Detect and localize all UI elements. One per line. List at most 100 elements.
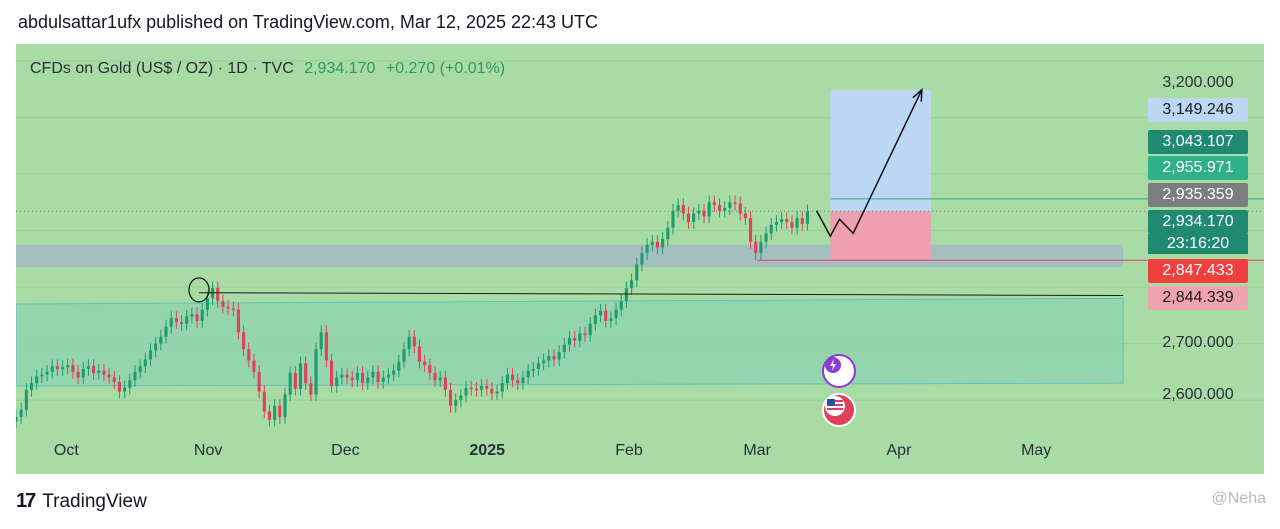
price-label-level: 2,935.359 xyxy=(1148,183,1248,207)
resistance-line xyxy=(198,292,1124,297)
candle-body xyxy=(764,233,768,242)
candle-body xyxy=(531,369,535,371)
candle-body xyxy=(588,323,592,336)
candle-body xyxy=(681,205,685,214)
candle-body xyxy=(102,370,106,375)
candle-body xyxy=(728,202,732,208)
projection-arrow-head xyxy=(912,88,923,102)
candle-body xyxy=(790,222,794,228)
candle-body xyxy=(138,366,142,372)
candle-body xyxy=(97,370,101,373)
candle-body xyxy=(293,372,297,389)
candle-body xyxy=(547,356,551,361)
candle-body xyxy=(205,298,209,310)
candle-body xyxy=(661,239,665,248)
candle-body xyxy=(511,374,515,381)
candle-body xyxy=(335,377,339,386)
x-tick-apr: Apr xyxy=(886,442,912,459)
candle-body xyxy=(371,371,375,378)
candle-body xyxy=(221,301,225,307)
y-tick-2700: 2,700.000 xyxy=(1162,334,1234,351)
candle-body xyxy=(231,308,235,311)
candle-body xyxy=(329,360,334,386)
candle-body xyxy=(697,210,701,214)
price-label-upper: 3,043.107 xyxy=(1148,130,1248,154)
candle-body xyxy=(298,363,303,389)
candle-body xyxy=(174,318,178,323)
circle-marker xyxy=(188,277,210,303)
candle-body xyxy=(759,241,763,254)
candle-body xyxy=(252,360,256,372)
candle-body xyxy=(412,336,416,347)
projection-path xyxy=(815,89,923,238)
chart-area[interactable]: CFDs on Gold (US$ / OZ) · 1D · TVC 2,934… xyxy=(16,44,1264,474)
candle-body xyxy=(717,205,722,211)
candle-body xyxy=(288,372,292,395)
candle-body xyxy=(583,333,587,336)
countdown-timer: 23:16:20 xyxy=(1148,234,1248,254)
candle-body xyxy=(200,309,204,321)
candle-body xyxy=(324,332,328,361)
candle-body xyxy=(733,202,737,204)
candle-body xyxy=(35,376,39,384)
y-tick-3200: 3,200.000 xyxy=(1162,74,1234,91)
candle-body xyxy=(526,370,530,378)
candle-body xyxy=(423,361,427,366)
candle-body xyxy=(66,365,70,368)
candle-body xyxy=(24,389,28,410)
candle-body xyxy=(154,343,158,351)
candle-body xyxy=(459,395,463,401)
candle-body xyxy=(257,371,261,392)
price-label-support: 2,844.339 xyxy=(1148,286,1248,310)
candle-body xyxy=(247,349,251,361)
candle-body xyxy=(283,394,287,418)
candle-body xyxy=(800,218,804,224)
candle-body xyxy=(345,374,349,378)
candle-body xyxy=(542,360,546,364)
candle-body xyxy=(505,374,509,384)
publish-line: abdulsattar1ufx published on TradingView… xyxy=(18,12,599,32)
x-tick-dec: Dec xyxy=(331,442,360,459)
candle-body xyxy=(195,314,199,321)
candle-body xyxy=(278,405,282,418)
candle-body xyxy=(179,322,184,324)
symbol-legend: CFDs on Gold (US$ / OZ) · 1D · TVC 2,934… xyxy=(30,60,505,78)
candle-body xyxy=(635,264,639,281)
price-chart-svg[interactable] xyxy=(16,44,1264,474)
candle-body xyxy=(366,377,370,384)
lightning-event-icon[interactable] xyxy=(822,354,856,388)
candle-body xyxy=(216,288,220,302)
price-label-mid: 2,955.971 xyxy=(1148,156,1248,180)
candle-body xyxy=(598,310,603,316)
candle-body xyxy=(92,366,96,373)
target-box xyxy=(830,89,931,212)
candle-body xyxy=(242,332,246,350)
tv-logo-text: TradingView xyxy=(42,490,147,512)
candle-body xyxy=(19,409,23,418)
candle-body xyxy=(480,385,484,390)
candle-body xyxy=(112,377,116,382)
candle-body xyxy=(485,385,489,389)
candle-body xyxy=(340,374,344,378)
candle-body xyxy=(785,219,789,223)
candle-body xyxy=(392,370,396,375)
candle-body xyxy=(190,314,194,317)
candle-body xyxy=(309,383,313,395)
candle-body xyxy=(314,349,318,395)
candle-body xyxy=(417,346,422,362)
candle-body xyxy=(61,367,65,369)
candle-body xyxy=(805,211,810,224)
candle-body xyxy=(624,288,628,302)
candle-body xyxy=(376,371,380,382)
candle-body xyxy=(304,363,308,384)
candle-body xyxy=(448,389,453,406)
candle-body xyxy=(780,219,784,223)
tradingview-logo[interactable]: 17 TradingView xyxy=(16,490,147,513)
candle-body xyxy=(386,374,391,378)
candle-body xyxy=(438,377,442,381)
candle-body xyxy=(712,202,716,206)
us-flag-event-icon[interactable] xyxy=(822,393,856,427)
candle-body xyxy=(536,363,541,369)
candle-body xyxy=(671,210,675,228)
candle-body xyxy=(630,280,634,289)
